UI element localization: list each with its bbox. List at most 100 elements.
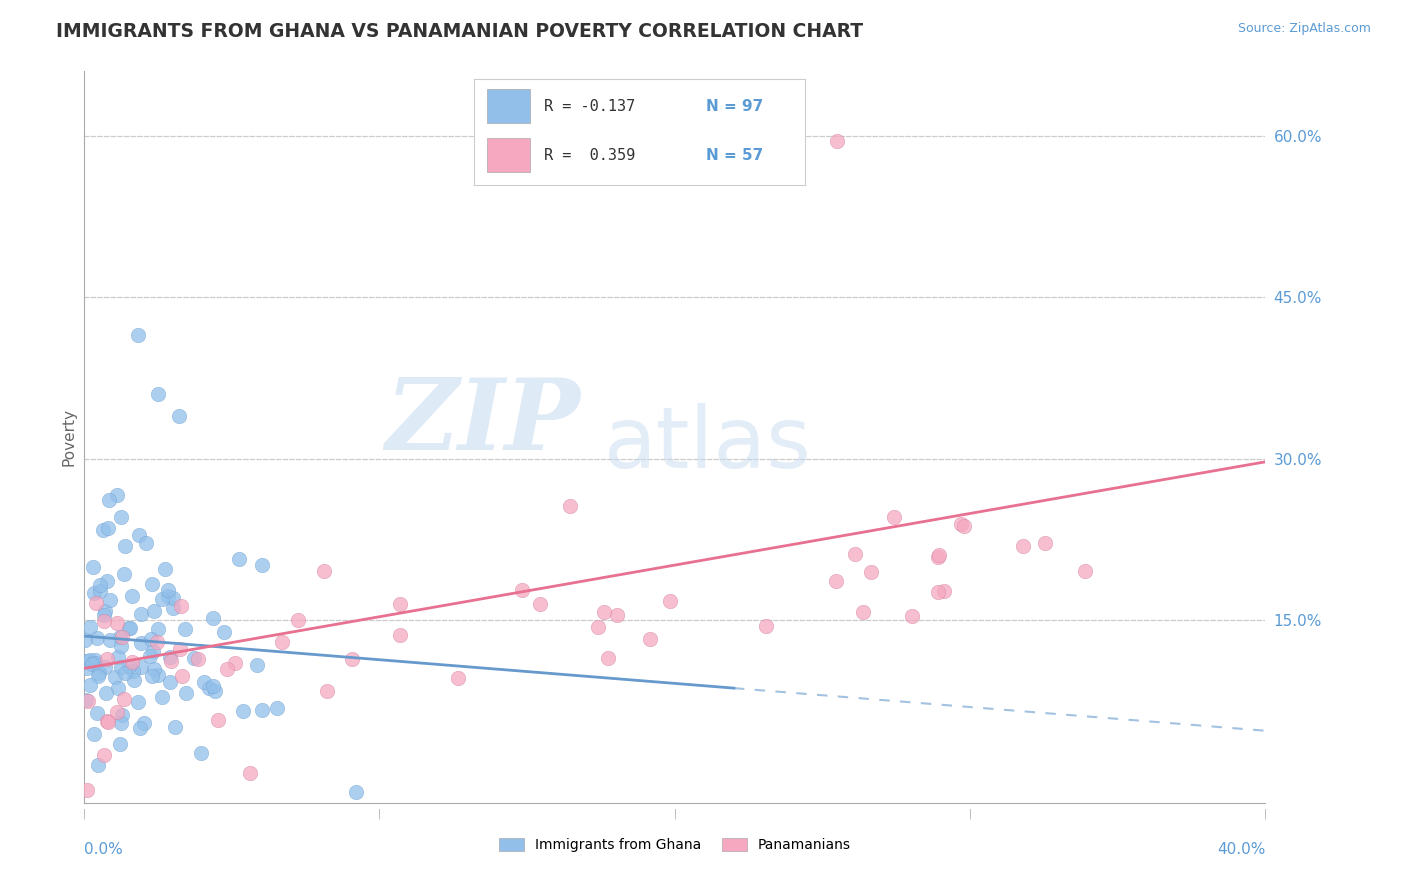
Point [388,598,411,612]
Point [86,632,108,646]
Point [558,499,581,513]
Point [83,727,105,741]
Point [271,634,294,648]
Point [529,597,551,611]
Point [859,565,882,579]
Point [89,578,111,592]
Point [142,662,165,676]
Point [447,671,470,685]
Point [98,632,121,647]
Point [150,690,173,705]
Point [96,714,118,729]
Point [228,552,250,566]
Point [950,517,973,532]
Point [97,492,120,507]
Point [825,574,848,589]
Point [96,574,118,588]
Point [139,632,162,647]
Text: |: | [673,808,676,819]
Point [83,652,105,666]
Point [928,548,950,562]
Point [87,758,110,772]
Point [146,622,169,636]
Point [73,633,96,648]
Point [287,613,309,627]
Point [139,648,162,663]
Text: atlas: atlas [605,403,813,486]
Point [75,693,97,707]
Point [141,577,163,591]
Text: |: | [1264,808,1267,819]
Point [932,583,955,598]
Point [156,589,179,603]
Point [93,614,115,628]
Point [927,549,949,564]
Point [250,558,273,572]
Point [215,662,238,676]
Point [159,674,181,689]
Point [183,651,205,665]
Point [141,668,163,682]
Point [110,737,132,751]
Point [118,621,141,635]
Point [852,606,875,620]
Point [197,681,219,695]
Point [340,651,363,665]
Point [97,714,120,729]
Point [146,668,169,682]
Point [87,669,110,683]
Point [105,706,128,720]
Point [108,631,131,645]
Point [162,600,184,615]
Point [129,721,152,735]
Point [127,695,149,709]
Point [160,654,183,668]
Point [105,488,128,502]
Point [118,621,141,635]
Point [170,669,193,683]
Point [93,607,115,622]
Point [105,616,128,631]
Point [167,409,190,423]
Point [953,519,976,533]
Point [146,635,169,649]
Point [89,584,111,599]
Point [129,607,152,621]
Point [1033,536,1056,550]
Point [110,639,132,653]
Point [110,708,132,723]
Text: |: | [83,808,86,819]
Point [84,657,107,671]
Point [76,694,98,708]
Point [927,585,949,599]
Point [93,748,115,763]
Point [93,660,115,674]
Point [246,658,269,673]
Legend: Immigrants from Ghana, Panamanians: Immigrants from Ghana, Panamanians [494,832,856,858]
Point [638,632,661,646]
Point [510,582,533,597]
Point [94,686,117,700]
Point [344,785,367,799]
Point [129,636,152,650]
Point [588,620,610,634]
Point [598,651,620,665]
Point [142,604,165,618]
Point [1074,564,1097,578]
Point [201,679,224,693]
Point [96,521,118,535]
Point [659,594,682,608]
Point [110,659,132,673]
Point [79,653,101,667]
Point [134,715,156,730]
Point [827,134,849,148]
Point [121,589,143,603]
Point [314,564,336,578]
Point [84,595,107,609]
Text: 40.0%: 40.0% [1218,842,1265,856]
Point [204,684,226,698]
Point [388,628,411,642]
Point [755,619,778,633]
Point [224,657,246,671]
Point [190,747,212,761]
